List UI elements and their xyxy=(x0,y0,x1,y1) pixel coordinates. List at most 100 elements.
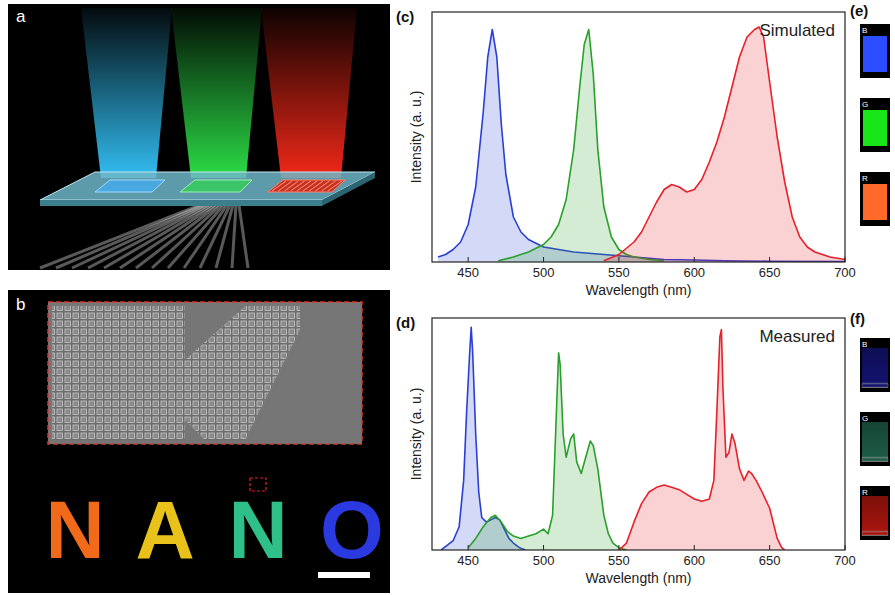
light-ray xyxy=(56,205,203,268)
panel-background xyxy=(8,4,390,270)
panel-b: NANOb xyxy=(8,290,390,593)
x-tick-label: 550 xyxy=(608,265,630,280)
panel-label: a xyxy=(16,7,26,26)
x-tick-label: 450 xyxy=(457,265,479,280)
grating-line xyxy=(322,181,336,191)
swatch-label: B xyxy=(862,26,867,35)
photo-edge xyxy=(862,532,888,535)
nano-letter: A xyxy=(135,484,194,575)
panel-label: b xyxy=(16,295,25,314)
spectrum-line xyxy=(498,30,664,261)
y-axis-title: Intensity (a. u.) xyxy=(408,91,424,184)
spectrum-line xyxy=(604,27,845,261)
spectrum-line xyxy=(619,330,785,550)
color-swatch xyxy=(863,36,887,72)
scale-bar xyxy=(318,572,370,578)
panel-background xyxy=(8,290,390,593)
sem-pillars xyxy=(52,306,185,440)
annotation: Measured xyxy=(759,327,835,346)
swatch-label: R xyxy=(862,488,868,497)
x-tick-label: 700 xyxy=(834,265,856,280)
panel-label: (f) xyxy=(850,310,865,327)
x-tick xyxy=(845,545,846,550)
glass-slab-edge xyxy=(322,172,375,206)
pixel-red xyxy=(268,180,345,192)
spectrum-line xyxy=(468,353,626,550)
x-tick-label: 550 xyxy=(608,553,630,568)
chart-panel: 450500550600650700Wavelength (nm)Intensi… xyxy=(396,314,856,586)
spectrum-line xyxy=(441,327,525,550)
x-tick xyxy=(468,545,469,550)
area-fill xyxy=(604,27,845,262)
x-tick-label: 600 xyxy=(683,553,705,568)
light-ray xyxy=(120,205,215,268)
annotation: Simulated xyxy=(759,21,835,40)
x-tick xyxy=(618,257,619,262)
light-ray xyxy=(232,205,236,268)
area-fill xyxy=(619,330,785,550)
x-tick-label: 600 xyxy=(683,265,705,280)
grating-line xyxy=(328,181,342,191)
pixel-green xyxy=(180,180,252,192)
grating-line xyxy=(309,181,323,191)
grating-line xyxy=(278,181,292,191)
swatch-frame xyxy=(860,172,890,226)
x-tick xyxy=(694,545,695,550)
x-tick-label: 450 xyxy=(457,553,479,568)
swatch-frame xyxy=(860,412,890,466)
x-tick xyxy=(769,257,770,262)
swatch-frame xyxy=(860,24,890,78)
x-tick-label: 650 xyxy=(759,265,781,280)
area-fill xyxy=(468,353,626,550)
swatch-label: G xyxy=(862,414,868,423)
color-swatch xyxy=(863,184,887,220)
light-beam xyxy=(171,8,262,178)
grating-line xyxy=(303,181,317,191)
swatch-label: G xyxy=(862,100,868,109)
swatch-label: B xyxy=(862,340,867,349)
plot-marks xyxy=(441,327,785,550)
x-axis-title: Wavelength (nm) xyxy=(585,570,691,586)
x-tick-label: 500 xyxy=(533,553,555,568)
nano-letter: O xyxy=(320,484,384,575)
panel-a: a xyxy=(8,4,390,270)
x-tick-label: 500 xyxy=(533,265,555,280)
panel-label: (d) xyxy=(396,314,415,331)
grating-line xyxy=(272,181,286,191)
chart-panel: 450 500 550 600 650 700 Wavelength (nm) Intensi… xyxy=(396,8,856,298)
y-axis-title: Intensity (a. u.) xyxy=(408,388,424,481)
x-tick xyxy=(543,545,544,550)
pixel-blue xyxy=(95,180,165,192)
panel-label: (c) xyxy=(396,8,414,25)
sem-pillars xyxy=(185,306,300,440)
swatch-frame xyxy=(860,486,890,540)
nano-letter: N xyxy=(228,484,287,575)
sem-frame xyxy=(48,302,362,444)
glass-slab-edge xyxy=(40,200,322,206)
x-tick xyxy=(694,257,695,262)
plot-frame xyxy=(432,12,845,262)
pixel-red-base xyxy=(268,180,345,192)
x-tick xyxy=(468,257,469,262)
glass-slab xyxy=(40,172,375,200)
photo-swatch xyxy=(862,422,888,462)
x-axis-title: Wavelength (nm) xyxy=(585,282,691,298)
area-fill xyxy=(441,327,525,550)
panel-label: (e) xyxy=(850,2,868,19)
color-swatch xyxy=(863,110,887,146)
x-tick xyxy=(845,257,846,262)
photo-edge xyxy=(862,458,888,461)
area-fill xyxy=(498,30,664,263)
zoom-box xyxy=(250,478,266,491)
plot-marks xyxy=(438,27,845,262)
grating-line xyxy=(315,181,329,191)
light-ray xyxy=(152,205,221,268)
x-tick-label: 650 xyxy=(759,553,781,568)
swatch-panel: (f) B G R xyxy=(850,310,890,540)
x-tick xyxy=(618,545,619,550)
nano-letter: N xyxy=(45,484,104,575)
plot-frame xyxy=(432,318,845,550)
figure: aNANOb450500550600650700Wavelength (nm)I… xyxy=(0,0,895,595)
light-beam xyxy=(261,8,357,178)
grating-line xyxy=(291,181,305,191)
